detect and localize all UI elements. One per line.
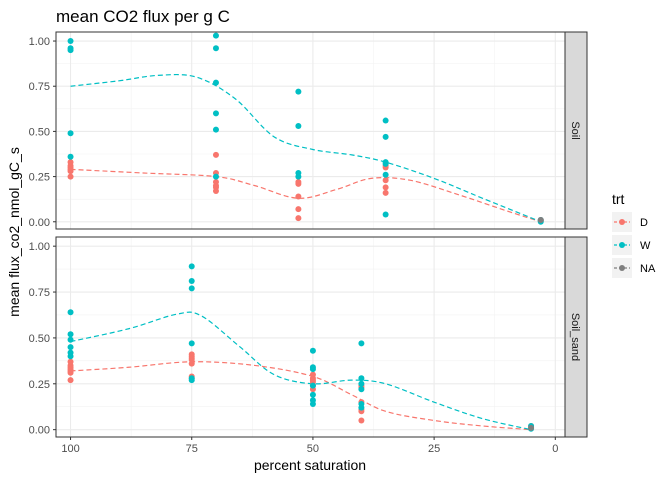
data-point-w <box>295 88 302 95</box>
legend-label-d: D <box>640 217 648 229</box>
data-point-w <box>309 382 316 389</box>
data-point-w <box>309 366 316 373</box>
legend-key-w: W <box>612 235 651 255</box>
panel-background <box>56 32 565 229</box>
legend-key-point <box>619 242 625 248</box>
data-point-d <box>382 189 389 196</box>
smooth-line-w <box>70 73 541 223</box>
legend-label-na: NA <box>640 263 656 275</box>
y-tick-label: 0.25 <box>29 379 50 391</box>
data-point-d <box>67 173 74 180</box>
data-point-w <box>309 391 316 398</box>
x-axis: 100 75 50 25 0 <box>61 437 558 455</box>
data-point-d <box>295 180 302 187</box>
data-point-w <box>212 45 219 52</box>
data-point-d <box>67 377 74 384</box>
chart-title: mean CO2 flux per g C <box>56 7 230 26</box>
facet-strip-label: Soil <box>569 121 581 139</box>
data-point-w <box>67 336 74 343</box>
data-point-w <box>382 171 389 178</box>
data-point-w <box>309 400 316 407</box>
data-point-w <box>382 211 389 218</box>
data-point-w <box>212 79 219 86</box>
y-tick-label: 0.25 <box>29 172 50 184</box>
legend-title: trt <box>612 191 625 207</box>
data-point-d <box>295 215 302 222</box>
data-point-d <box>67 168 74 175</box>
data-point-d <box>295 193 302 200</box>
x-tick-label: 25 <box>428 443 440 455</box>
data-point-d <box>212 188 219 195</box>
data-point-w <box>188 340 195 347</box>
legend-label-w: W <box>640 240 651 252</box>
legend: trt DW NA <box>612 191 656 278</box>
data-point-w <box>382 133 389 140</box>
data-point-d <box>382 184 389 191</box>
x-tick-label: 100 <box>61 443 79 455</box>
facet-strip <box>564 236 588 438</box>
data-point-d <box>382 177 389 184</box>
data-point-w <box>358 404 365 411</box>
data-point-w <box>67 47 74 54</box>
facet-strip-label: Soil_sand <box>569 313 581 361</box>
data-point-d <box>358 417 365 424</box>
legend-key-point <box>619 265 625 271</box>
y-tick-label: 0.50 <box>29 333 50 345</box>
data-point-w <box>67 130 74 137</box>
data-point-w <box>295 173 302 180</box>
data-point-w <box>188 285 195 292</box>
legend-key-na: NA <box>612 258 656 278</box>
facet-panels: 0.00 0.25 0.50 0.75 1.00 Soil 0.00 0.25 0.50 0.75… <box>29 31 588 438</box>
data-point-w <box>212 173 219 180</box>
y-tick-label: 0.50 <box>29 126 50 138</box>
data-point-w <box>67 38 74 45</box>
data-point-w <box>67 344 74 351</box>
data-point-w <box>212 126 219 133</box>
data-point-w <box>358 380 365 387</box>
smooth-line-w <box>70 311 532 431</box>
y-tick-label: 1.00 <box>29 36 50 48</box>
smooth-line-d <box>70 168 541 223</box>
y-tick-label: 0.00 <box>29 425 50 437</box>
data-point-na <box>537 216 544 223</box>
data-point-d <box>212 151 219 158</box>
y-axis-title: mean flux_co2_nmol_gC_s <box>6 147 22 317</box>
legend-key-point <box>619 219 625 225</box>
smooth-line-d <box>70 361 532 431</box>
data-point-w <box>212 32 219 39</box>
data-point-d <box>295 206 302 213</box>
data-point-w <box>67 309 74 316</box>
data-point-d <box>67 369 74 376</box>
legend-key-d: D <box>612 212 648 232</box>
data-point-w <box>188 278 195 285</box>
data-point-w <box>358 386 365 393</box>
y-tick-label: 1.00 <box>29 241 50 253</box>
x-tick-label: 50 <box>307 443 319 455</box>
data-point-w <box>212 110 219 117</box>
data-point-w <box>295 122 302 129</box>
data-point-d <box>188 360 195 367</box>
data-point-w <box>358 340 365 347</box>
data-point-w <box>67 353 74 360</box>
facet-panel-soil: 0.00 0.25 0.50 0.75 1.00 Soil <box>29 31 588 230</box>
data-point-na <box>528 424 535 431</box>
y-tick-label: 0.75 <box>29 287 50 299</box>
y-tick-label: 0.75 <box>29 81 50 93</box>
data-point-w <box>358 375 365 382</box>
y-tick-label: 0.00 <box>29 217 50 229</box>
data-point-w <box>382 117 389 124</box>
x-axis-title: percent saturation <box>254 457 366 473</box>
facet-strip <box>564 31 588 230</box>
data-point-w <box>67 153 74 160</box>
data-point-w <box>188 377 195 384</box>
x-tick-label: 75 <box>186 443 198 455</box>
data-point-w <box>382 160 389 167</box>
data-point-w <box>188 263 195 270</box>
data-point-w <box>309 347 316 354</box>
facet-panel-soil-sand: 0.00 0.25 0.50 0.75 1.00 Soil_sand <box>29 236 588 438</box>
x-tick-label: 0 <box>552 443 558 455</box>
data-point-w <box>67 331 74 338</box>
